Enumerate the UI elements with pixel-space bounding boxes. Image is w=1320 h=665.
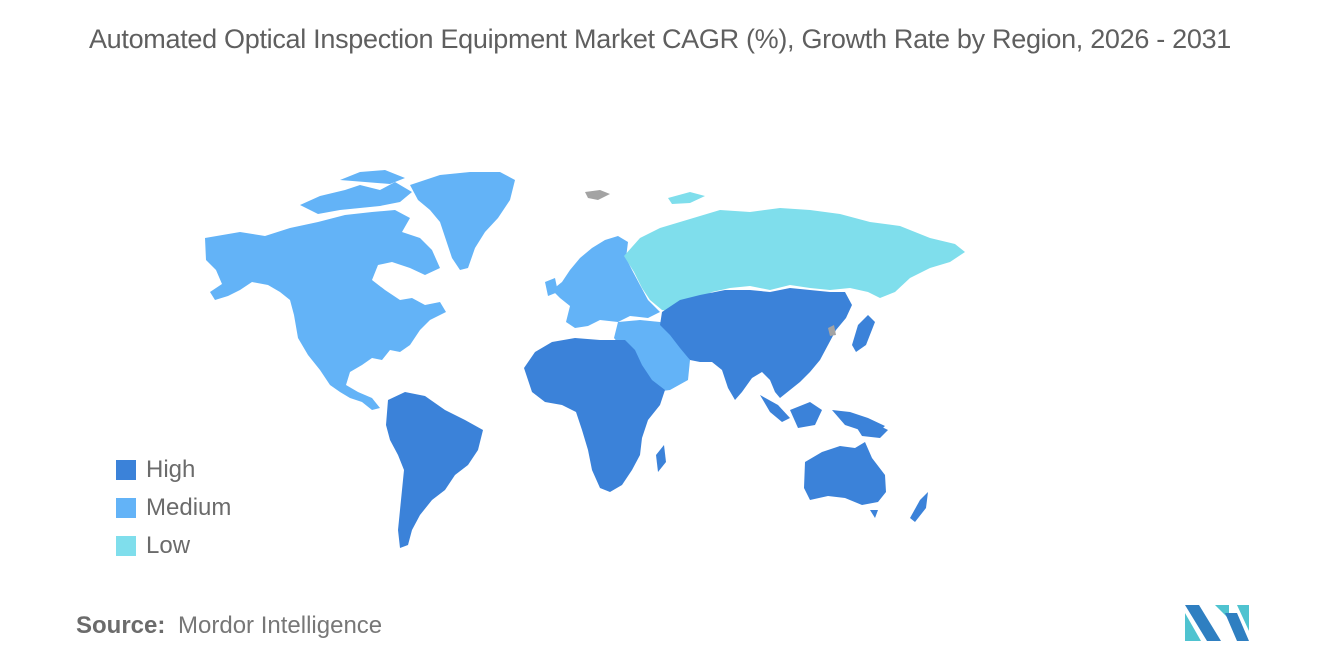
legend-label: High bbox=[146, 456, 196, 483]
source-value: Mordor Intelligence bbox=[178, 612, 383, 639]
legend-label: Medium bbox=[146, 494, 232, 521]
region-russia bbox=[624, 192, 965, 312]
legend: High Medium Low bbox=[116, 451, 231, 565]
legend-swatch-low bbox=[116, 536, 136, 556]
region-oceania bbox=[804, 422, 928, 522]
region-north-america bbox=[205, 170, 446, 410]
legend-item-medium: Medium bbox=[116, 489, 231, 527]
source-label: Source: bbox=[76, 612, 166, 639]
region-no-data bbox=[585, 190, 836, 336]
legend-label: Low bbox=[146, 532, 191, 559]
legend-swatch-medium bbox=[116, 498, 136, 518]
legend-item-low: Low bbox=[116, 527, 231, 565]
region-europe bbox=[545, 236, 690, 392]
legend-item-high: High bbox=[116, 451, 231, 489]
region-south-america bbox=[386, 392, 483, 548]
mordor-logo-icon bbox=[1185, 605, 1249, 641]
chart-title: Automated Optical Inspection Equipment M… bbox=[88, 24, 1232, 54]
source-attribution: Source: Mordor Intelligence bbox=[76, 612, 382, 640]
legend-swatch-high bbox=[116, 460, 136, 480]
region-asia bbox=[660, 288, 885, 432]
region-africa bbox=[524, 338, 666, 492]
region-greenland bbox=[410, 172, 515, 270]
